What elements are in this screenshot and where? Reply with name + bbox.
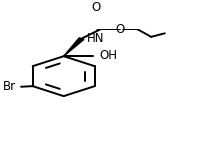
Text: HN: HN [87, 32, 104, 45]
Text: OH: OH [99, 49, 117, 62]
Polygon shape [64, 38, 84, 56]
Text: O: O [92, 1, 101, 14]
Text: O: O [115, 23, 124, 36]
Text: Br: Br [3, 80, 16, 93]
